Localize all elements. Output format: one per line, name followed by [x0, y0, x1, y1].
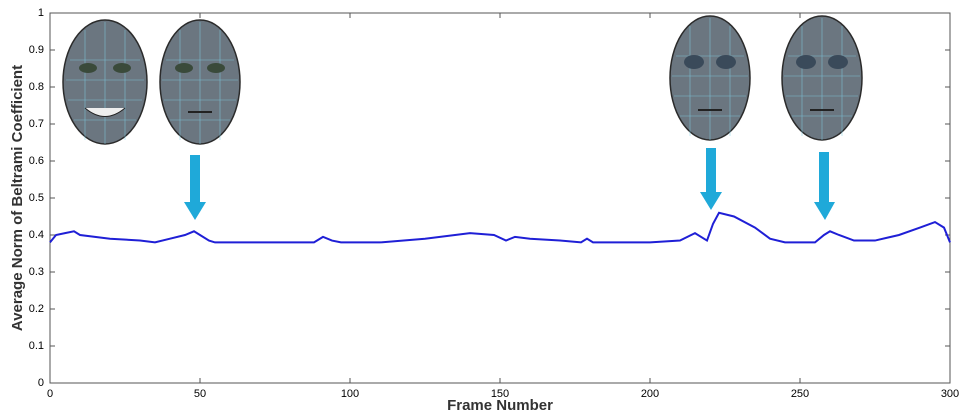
y-tick-label: 0.5 [29, 192, 44, 204]
x-tick-label: 250 [791, 388, 809, 400]
face-image [62, 19, 148, 145]
x-axis-title: Frame Number [447, 397, 553, 414]
x-tick-label: 150 [491, 388, 509, 400]
x-tick-label: 0 [47, 388, 53, 400]
y-tick-label: 1 [38, 7, 44, 19]
x-tick-label: 300 [941, 388, 959, 400]
y-axis-title: Average Norm of Beltrami Coefficient [9, 65, 26, 331]
y-tick-label: 0 [38, 377, 44, 389]
face-image [669, 15, 751, 141]
y-tick-label: 0.6 [29, 155, 44, 167]
line [49, 211, 951, 244]
face-image [781, 15, 863, 141]
arrow [184, 148, 835, 220]
face-image [159, 19, 241, 145]
y-tick-label: 0.7 [29, 118, 44, 130]
y-tick-label: 0.9 [29, 44, 44, 56]
x-tick-label: 100 [341, 388, 359, 400]
y-tick-label: 0.2 [29, 303, 44, 315]
y-tick-label: 0.4 [29, 229, 44, 241]
y-tick-label: 0.3 [29, 266, 44, 278]
y-tick-label: 0.1 [29, 340, 44, 352]
x-tick-label: 50 [194, 388, 206, 400]
y-tick-label: 0.8 [29, 81, 44, 93]
x-tick-label: 200 [641, 388, 659, 400]
